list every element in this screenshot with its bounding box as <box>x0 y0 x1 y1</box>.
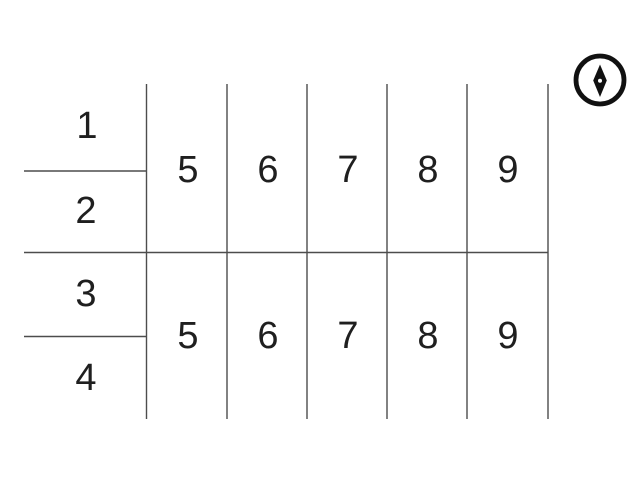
compass-ring <box>573 53 627 107</box>
bottom-cell-label-7: 7 <box>337 315 359 357</box>
left-label-3: 3 <box>75 273 97 315</box>
compass-icon <box>573 53 627 107</box>
top-cell-label-5: 5 <box>177 149 199 191</box>
bottom-cell-label-8: 8 <box>417 315 439 357</box>
top-cell-label-6: 6 <box>257 149 279 191</box>
left-label-4: 4 <box>75 357 97 399</box>
left-label-2: 2 <box>75 190 97 232</box>
bottom-cell-label-5: 5 <box>177 315 199 357</box>
top-cell-label-7: 7 <box>337 149 359 191</box>
compass-needle-pivot <box>598 78 602 83</box>
bottom-cell-label-6: 6 <box>257 315 279 357</box>
top-cell-label-8: 8 <box>417 149 439 191</box>
bottom-cell-label-9: 9 <box>497 315 519 357</box>
left-label-1: 1 <box>76 105 98 147</box>
top-cell-label-9: 9 <box>497 149 519 191</box>
grid-line-group <box>24 84 549 419</box>
